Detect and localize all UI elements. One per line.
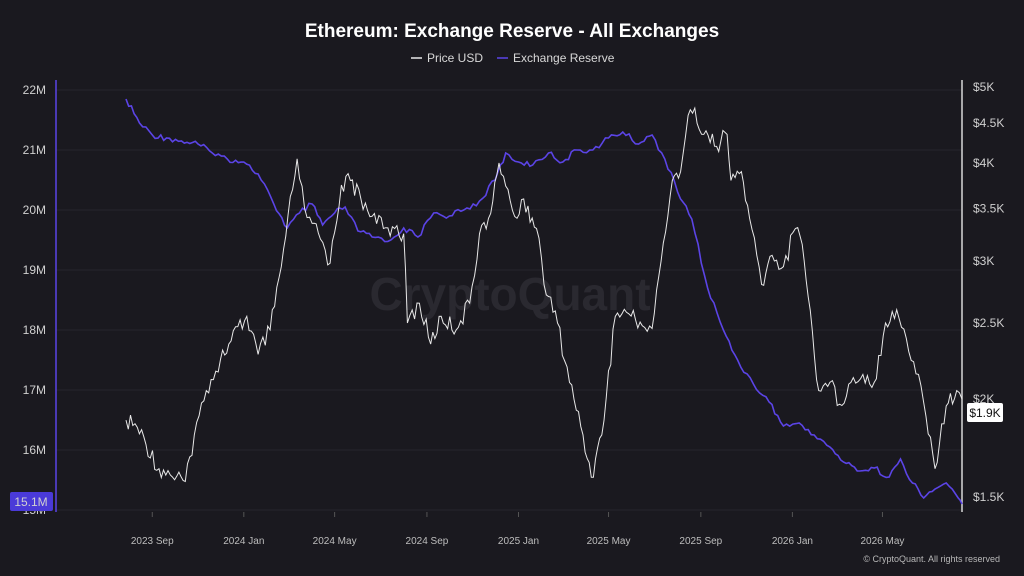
price-usd-line — [125, 106, 963, 483]
left-tick-label: 19M — [23, 263, 46, 277]
x-tick-label: 2025 Sep — [679, 536, 722, 547]
current-price-badge-bg — [967, 403, 1003, 422]
legend: Price USD Exchange Reserve — [411, 51, 615, 65]
right-tick-label: $3K — [973, 254, 994, 268]
copyright-credit: © CryptoQuant. All rights reserved — [863, 554, 1000, 564]
right-tick-label: $4K — [973, 156, 994, 170]
left-tick-label: 21M — [23, 143, 46, 157]
current-price-value: $1.9K — [969, 406, 1000, 420]
right-tick-label: $2.5K — [973, 316, 1004, 330]
left-tick-label: 16M — [23, 443, 46, 457]
right-axis-ticks: $5K $4.5K $4K $3.5K $3K $2.5K $2K $1.5K — [973, 80, 1004, 504]
right-tick-label: $3.5K — [973, 201, 1004, 215]
x-tick-label: 2024 Sep — [406, 536, 449, 547]
x-tick-label: 2023 Sep — [131, 536, 174, 547]
watermark: CryptoQuant — [369, 268, 650, 320]
x-axis-ticks: 2023 Sep 2024 Jan 2024 May 2024 Sep 2025 Jan… — [131, 512, 904, 547]
left-axis-ticks: 22M21M20M19M18M17M16M15M — [23, 83, 46, 517]
right-tick-label: $2K — [973, 392, 994, 406]
x-tick-label: 2026 May — [860, 536, 904, 547]
left-tick-label: 22M — [23, 83, 46, 97]
x-tick-label: 2026 Jan — [772, 536, 813, 547]
current-price-badge: $1.9K — [967, 403, 1003, 422]
x-tick-label: 2024 Jan — [223, 536, 264, 547]
gridlines — [56, 89, 962, 511]
current-reserve-value: 15.1M — [14, 495, 47, 509]
legend-price-label[interactable]: Price USD — [427, 51, 483, 65]
left-tick-label: 17M — [23, 383, 46, 397]
left-tick-label: 18M — [23, 323, 46, 337]
x-tick-label: 2024 May — [313, 536, 357, 547]
left-tick-label: 20M — [23, 203, 46, 217]
legend-reserve-label[interactable]: Exchange Reserve — [513, 51, 615, 65]
chart-title: Ethereum: Exchange Reserve - All Exchang… — [305, 21, 719, 42]
right-tick-label: $5K — [973, 80, 994, 94]
x-tick-label: 2025 Jan — [498, 536, 539, 547]
current-reserve-badge: 15.1M — [10, 492, 53, 511]
x-tick-label: 2025 May — [587, 536, 631, 547]
exchange-reserve-line — [125, 98, 963, 505]
right-tick-label: $4.5K — [973, 116, 1004, 130]
current-reserve-badge-bg — [10, 492, 53, 511]
right-tick-label: $1.5K — [973, 490, 1004, 504]
